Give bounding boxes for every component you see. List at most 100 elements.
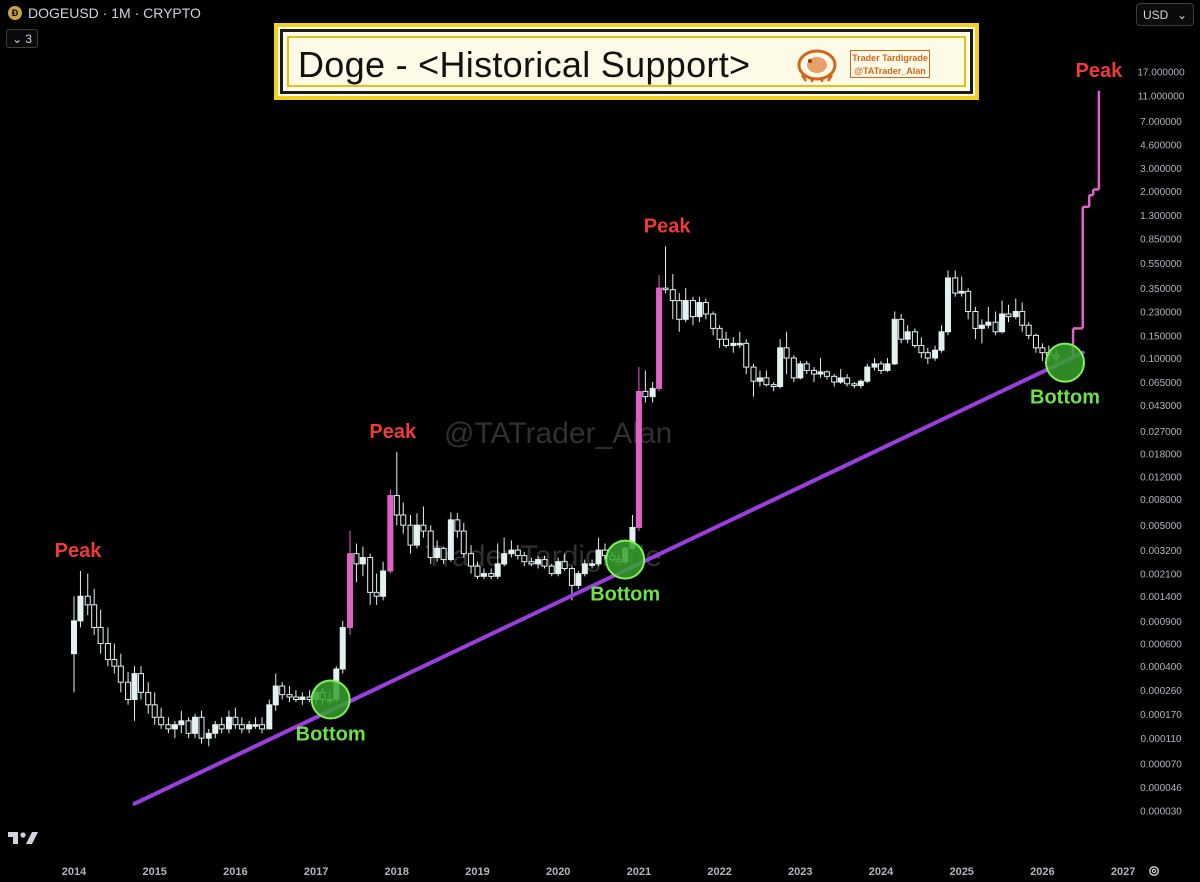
candle-body — [514, 549, 521, 557]
bottom-label: Bottom — [1030, 387, 1100, 409]
y-tick-label: 0.000600 — [1140, 640, 1182, 651]
candle-body — [770, 384, 777, 388]
candle-body — [743, 342, 750, 368]
candle-body — [763, 377, 770, 386]
candle-body — [192, 716, 199, 734]
candle-body — [299, 696, 306, 700]
candle-body — [730, 342, 737, 347]
candle-body — [756, 377, 763, 382]
y-tick-label: 0.008000 — [1140, 495, 1182, 506]
candle-body — [151, 704, 158, 718]
x-axis: 2014 2015 2016 2017 2018 2019 2020 2021 2022 2023… — [62, 866, 1136, 878]
x-tick-label: 2022 — [707, 866, 731, 878]
candle-body — [535, 559, 542, 565]
tradingview-logo-icon[interactable] — [8, 830, 38, 846]
candle-body — [380, 570, 387, 597]
bottom-markers: Bottom Bottom Bottom — [296, 342, 1100, 745]
peak-label: Peak — [1076, 60, 1124, 82]
candle-body — [689, 300, 696, 318]
candle-body — [212, 724, 219, 734]
candle-body — [178, 720, 185, 726]
bottom-circle — [1044, 342, 1085, 383]
candle-body — [575, 573, 582, 586]
candle-body — [662, 287, 669, 291]
x-tick-label: 2025 — [949, 866, 973, 878]
candle-body — [494, 563, 501, 577]
candle-body — [777, 347, 784, 388]
candle-body — [831, 375, 838, 383]
badge-name: Trader Tardigrade — [852, 53, 928, 63]
title-banner: Doge - <Historical Support> Trader Tardi… — [274, 23, 979, 100]
candle-body — [1039, 347, 1046, 354]
candle-body — [952, 277, 959, 294]
candle-body — [932, 349, 939, 359]
candle-body — [84, 595, 91, 606]
candle-body — [508, 549, 515, 555]
candle-body — [589, 563, 596, 566]
y-tick-label: 0.003200 — [1140, 546, 1182, 557]
candle-body — [1032, 334, 1039, 349]
candle-body — [985, 321, 992, 326]
candle-body — [857, 380, 864, 387]
bottom-label: Bottom — [296, 723, 366, 745]
candle-body — [165, 724, 172, 730]
peak-labels: Peak Peak Peak Peak — [55, 60, 1123, 562]
candle-body — [218, 724, 225, 730]
candle-body — [972, 311, 979, 329]
candle-body — [736, 342, 743, 346]
symbol-line: DOGEUSD · 1M · CRYPTO — [28, 5, 201, 21]
candle-body — [924, 352, 931, 359]
candle-body — [501, 553, 508, 565]
candle-body — [266, 704, 273, 730]
candle-body — [649, 387, 656, 398]
candle-body — [803, 363, 810, 371]
symbol-header[interactable]: Ð DOGEUSD · 1M · CRYPTO — [8, 5, 201, 21]
candle-body — [528, 561, 535, 565]
candle-body — [595, 549, 602, 565]
page-title: Doge - <Historical Support> — [298, 44, 751, 85]
candle-body — [1019, 311, 1026, 326]
x-tick-label: 2015 — [142, 866, 166, 878]
candle-body — [272, 685, 279, 706]
candle-body — [387, 495, 394, 572]
support-trendline[interactable] — [132, 350, 1085, 806]
tardigrade-logo-icon — [797, 49, 837, 82]
y-tick-label: 0.065000 — [1140, 378, 1182, 389]
candle-body — [238, 724, 245, 730]
chevron-down-icon: ⌄ — [12, 31, 23, 46]
y-tick-label: 0.000400 — [1140, 662, 1182, 673]
y-tick-label: 0.230000 — [1140, 308, 1182, 319]
candle-body — [346, 553, 353, 628]
candle-body — [581, 563, 588, 575]
candle-body — [91, 604, 98, 628]
candle-body — [823, 371, 830, 377]
candle-body — [454, 519, 461, 532]
indicator-count: 3 — [25, 31, 32, 46]
candle-body — [878, 363, 884, 371]
candle-body — [871, 363, 878, 368]
bottom-circle — [605, 539, 646, 580]
chevron-down-icon: ⌄ — [1176, 7, 1187, 22]
candle-body — [407, 524, 414, 546]
indicators-toggle[interactable]: ⌄ 3 — [6, 29, 38, 48]
candle-body — [958, 290, 965, 294]
candle-body — [367, 557, 374, 593]
candle-body — [77, 595, 84, 622]
settings-gear-icon[interactable] — [1147, 864, 1161, 878]
y-tick-label: 0.000030 — [1140, 807, 1182, 818]
candle-body — [198, 716, 205, 739]
y-tick-label: 0.000170 — [1140, 710, 1182, 721]
y-tick-label: 0.550000 — [1140, 259, 1182, 270]
candle-body — [702, 302, 709, 315]
x-tick-label: 2016 — [223, 866, 247, 878]
candle-body — [286, 694, 293, 698]
candle-body — [1005, 313, 1012, 318]
candle-body — [171, 724, 178, 730]
doge-coin-icon: Ð — [8, 6, 22, 20]
currency-selector[interactable]: USD ⌄ — [1136, 3, 1194, 26]
candle-body — [837, 377, 844, 383]
candle-body — [790, 357, 797, 379]
candle-body — [131, 673, 138, 700]
candle-body — [521, 555, 528, 563]
